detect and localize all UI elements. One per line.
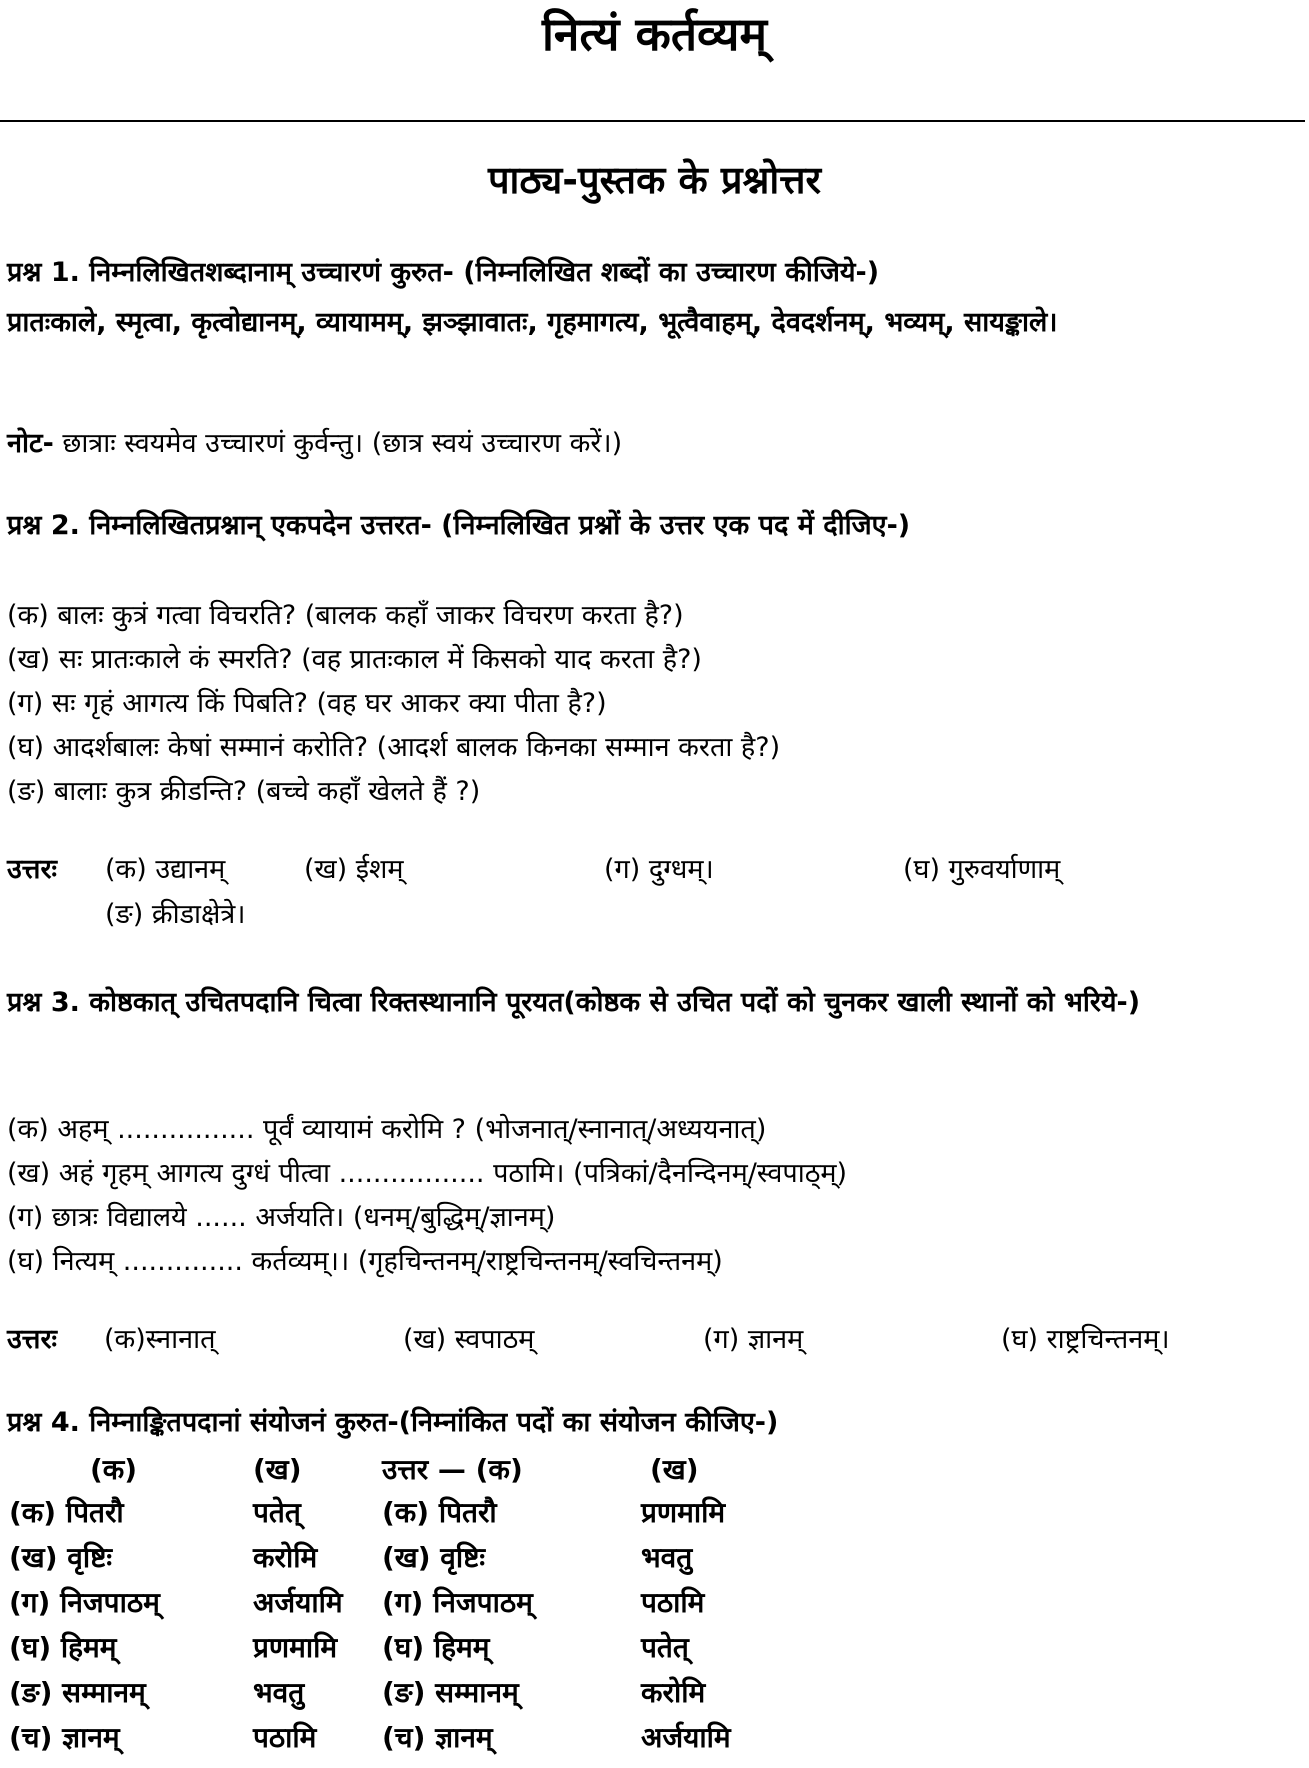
answer: (क) उद्यानम् xyxy=(105,854,226,885)
item: (क) अहम् ................ पूर्वं व्यायाम… xyxy=(7,1114,767,1145)
answer: (घ) राष्ट्रचिन्तनम्। xyxy=(1001,1324,1170,1355)
divider xyxy=(0,120,1305,122)
table-cell: (ग) निजपाठम् xyxy=(382,1586,533,1619)
question-list: (क) बालः कुत्रं गत्वा विचरति? (बालक कहाँ… xyxy=(7,594,1302,814)
item: (ख) सः प्रातःकाले कं स्मरति? (वह प्रातःक… xyxy=(7,644,702,675)
table-header: (क) xyxy=(90,1453,138,1486)
title: नित्यं कर्तव्यम् xyxy=(542,7,767,61)
table-cell: करोमि xyxy=(253,1541,318,1574)
table-cell: पतेत् xyxy=(641,1631,689,1664)
word-list: प्रातःकाले, स्मृत्वा, कृत्वोद्यानम्, व्य… xyxy=(7,307,1058,338)
answer-label: उत्तरः xyxy=(7,1324,57,1355)
answer-label: उत्तरः xyxy=(7,854,57,885)
answer: (ख) स्वपाठम् xyxy=(403,1324,535,1355)
question-heading: प्रश्न 3. कोष्ठकात् उचितपदानि चित्वा रिक… xyxy=(7,987,1141,1018)
item: (घ) नित्यम् .............. कर्तव्यम्।। (… xyxy=(7,1246,723,1277)
table-cell: भवतु xyxy=(641,1541,693,1574)
subtitle: पाठ्य-पुस्तक के प्रश्नोत्तर xyxy=(487,158,822,202)
table-cell: भवतु xyxy=(253,1676,305,1709)
table-cell: (घ) हिमम् xyxy=(382,1631,490,1664)
table-header: (ख) xyxy=(253,1453,302,1486)
table-cell: पठामि xyxy=(641,1586,705,1619)
answer: (ग) दुग्धम्। xyxy=(604,854,714,885)
table-cell: पठामि xyxy=(253,1721,317,1754)
table-cell: (ग) निजपाठम् xyxy=(9,1586,160,1619)
table-header: उत्तर — (क) xyxy=(382,1453,523,1486)
question-heading: प्रश्न 4. निम्नाङ्कितपदानां संयोजनं कुरु… xyxy=(7,1407,779,1438)
table-cell: (ङ) सम्मानम् xyxy=(9,1676,146,1709)
table-cell: पतेत् xyxy=(253,1496,301,1529)
note-text: छात्राः स्वयमेव उच्चारणं कुर्वन्तु। (छात… xyxy=(62,428,623,459)
table-cell: अर्जयामि xyxy=(253,1586,343,1619)
table-cell: (च) ज्ञानम् xyxy=(9,1721,120,1754)
table-cell: प्रणमामि xyxy=(641,1496,726,1529)
question-heading: प्रश्न 2. निम्नलिखितप्रश्नान् एकपदेन उत्… xyxy=(7,510,911,541)
table-cell: (ख) वृष्टिः xyxy=(9,1541,113,1574)
answer: (ग) ज्ञानम् xyxy=(703,1324,804,1355)
question-heading: प्रश्न 1. निम्नलिखितशब्दानाम् उच्चारणं क… xyxy=(7,257,880,288)
table-cell: (ख) वृष्टिः xyxy=(382,1541,486,1574)
answer: (ङ) क्रीडाक्षेत्रे। xyxy=(105,899,246,930)
table-cell: अर्जयामि xyxy=(641,1721,731,1754)
answer: (क)स्नानात् xyxy=(104,1324,216,1355)
table-header: (ख) xyxy=(650,1453,699,1486)
item: (क) बालः कुत्रं गत्वा विचरति? (बालक कहाँ… xyxy=(7,600,684,631)
item: (ग) छात्रः विद्यालये ...... अर्जयति। (धन… xyxy=(7,1202,556,1233)
item: (ख) अहं गृहम् आगत्य दुग्धं पीत्वा ......… xyxy=(7,1158,848,1189)
question-list: (क) अहम् ................ पूर्वं व्यायाम… xyxy=(7,1108,1302,1284)
table-cell: (घ) हिमम् xyxy=(9,1631,117,1664)
note-label: नोट- xyxy=(7,428,54,459)
table-cell: (क) पितरौ xyxy=(382,1496,497,1529)
table-cell: करोमि xyxy=(641,1676,706,1709)
item: (घ) आदर्शबालः केषां सम्मानं करोति? (आदर्… xyxy=(7,732,781,763)
answer: (ख) ईशम् xyxy=(304,854,404,885)
table-cell: प्रणमामि xyxy=(253,1631,338,1664)
item: (ङ) बालाः कुत्र क्रीडन्ति? (बच्चे कहाँ ख… xyxy=(7,776,481,807)
table-cell: (क) पितरौ xyxy=(9,1496,124,1529)
table-cell: (च) ज्ञानम् xyxy=(382,1721,493,1754)
answer: (घ) गुरुवर्याणाम् xyxy=(903,854,1061,885)
item: (ग) सः गृहं आगत्य किं पिबति? (वह घर आकर … xyxy=(7,688,607,719)
table-cell: (ङ) सम्मानम् xyxy=(382,1676,519,1709)
note: नोट- छात्राः स्वयमेव उच्चारणं कुर्वन्तु।… xyxy=(7,427,622,461)
